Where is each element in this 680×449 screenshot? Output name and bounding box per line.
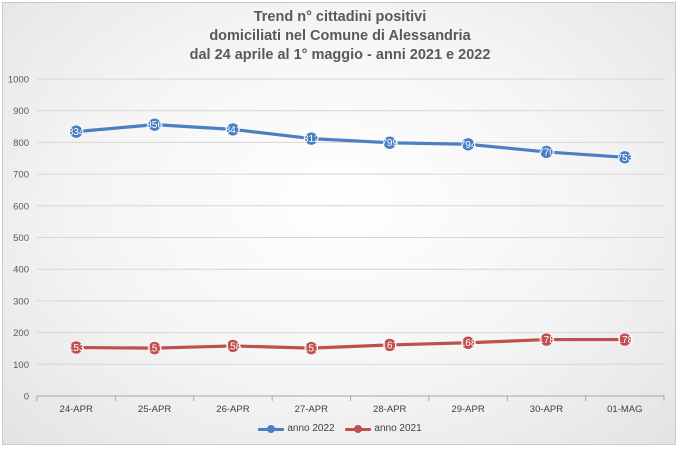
data-point: [69, 340, 83, 355]
data-label: 794: [460, 140, 477, 151]
data-point: [226, 339, 240, 353]
chart-area: [2, 2, 676, 445]
data-label: 856: [146, 120, 163, 131]
data-point: [618, 150, 632, 165]
data-label: 151: [146, 344, 163, 355]
data-point: [382, 338, 397, 352]
legend-item-2022: anno 2022: [258, 423, 335, 434]
y-tick-label: 200: [13, 328, 29, 339]
series-line-1: [74, 337, 627, 350]
x-tick-label: 28-APR: [373, 404, 406, 415]
data-label: 151: [303, 344, 320, 355]
x-tick-label: 25-APR: [138, 404, 171, 415]
data-label: 834: [68, 127, 85, 138]
y-tick-label: 300: [13, 296, 29, 307]
legend-label-2021: anno 2021: [374, 423, 422, 434]
data-label: 812: [303, 134, 320, 145]
y-tick-label: 400: [13, 265, 29, 276]
data-label: 168: [460, 338, 477, 349]
legend-item-2021: anno 2021: [345, 423, 422, 434]
data-point: [147, 341, 162, 355]
x-tick-label: 24-APR: [60, 404, 93, 415]
legend: anno 2022 anno 2021: [0, 423, 680, 437]
chart-title-line-2: domiciliati nel Comune di Alessandria: [209, 28, 471, 44]
data-point: [539, 332, 554, 347]
data-label: 753: [616, 153, 633, 164]
data-point: [226, 122, 240, 137]
legend-swatch-2021: [345, 424, 372, 434]
data-point: [147, 117, 162, 132]
data-label: 770: [538, 147, 555, 158]
data-label: 799: [381, 138, 398, 149]
data-point: [69, 124, 83, 139]
data-label: 161: [381, 340, 398, 351]
data-label: 178: [616, 335, 633, 346]
data-point: [304, 131, 319, 146]
data-point: [304, 341, 319, 355]
data-label: 158: [225, 341, 242, 352]
x-tick-label: 29-APR: [451, 404, 484, 415]
data-point: [461, 335, 475, 350]
chart-title-line-3: dal 24 aprile al 1° maggio - anni 2021 e…: [189, 47, 491, 63]
data-label: 841: [225, 125, 242, 136]
x-tick-label: 26-APR: [216, 404, 249, 415]
x-tick-label: 01-MAG: [607, 404, 642, 415]
data-point: [461, 137, 475, 152]
data-label: 178: [538, 335, 555, 346]
y-tick-label: 600: [13, 201, 29, 212]
x-tick-label: 30-APR: [530, 404, 563, 415]
data-point: [539, 145, 554, 159]
legend-label-2022: anno 2022: [287, 423, 335, 434]
chart-title: Trend n° cittadini positivi domiciliati …: [0, 8, 680, 65]
data-point: [618, 332, 632, 347]
y-tick-label: 800: [13, 138, 29, 149]
y-tick-label: 0: [24, 392, 29, 403]
series-line-0: [74, 123, 627, 159]
x-tick-label: 27-APR: [295, 404, 328, 415]
y-tick-label: 1000: [8, 75, 29, 86]
data-label: 153: [68, 343, 85, 354]
y-tick-label: 100: [13, 360, 29, 371]
y-tick-label: 500: [13, 233, 29, 244]
y-tick-label: 700: [13, 170, 29, 181]
chart-title-line-1: Trend n° cittadini positivi: [253, 9, 427, 25]
data-point: [382, 135, 397, 150]
legend-swatch-2022: [258, 424, 285, 434]
y-tick-label: 900: [13, 106, 29, 117]
